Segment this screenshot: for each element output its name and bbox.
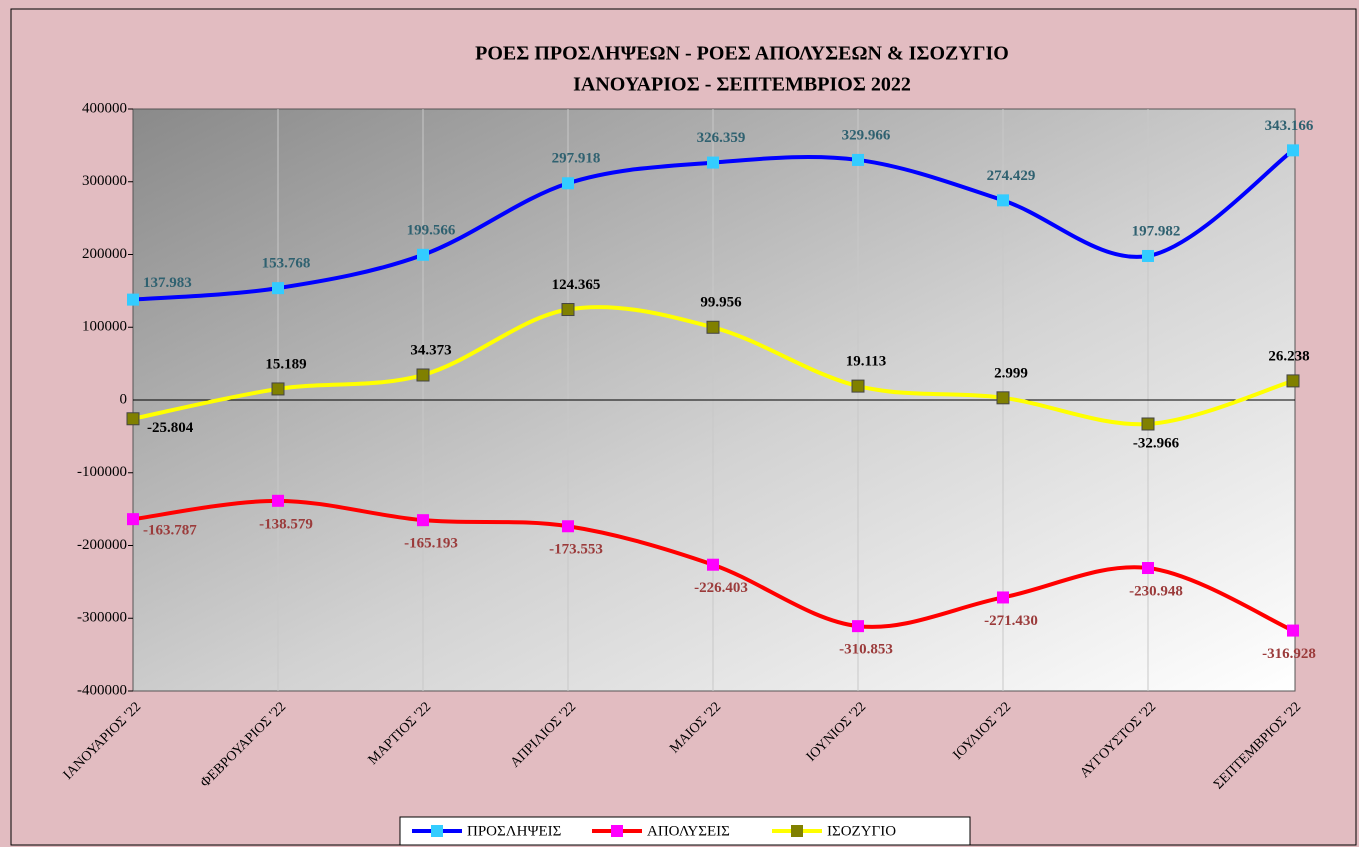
data-label: -138.579 [259, 516, 313, 532]
y-tick-label: -100000 [77, 464, 127, 480]
marker [1141, 417, 1155, 431]
data-label: -226.403 [694, 580, 748, 596]
marker [1287, 624, 1299, 637]
data-label: 124.365 [552, 277, 601, 293]
y-tick-label: 100000 [82, 319, 127, 335]
y-tick-label: -300000 [77, 610, 127, 626]
marker [562, 520, 574, 533]
marker [707, 558, 719, 571]
data-label: 2.999 [994, 365, 1028, 381]
y-tick-label: 300000 [82, 173, 127, 189]
legend-label: ΑΠΟΛΥΣΕΙΣ [647, 823, 730, 839]
legend-label: ΙΣΟΖΥΓΙΟ [827, 823, 896, 839]
marker [997, 194, 1009, 207]
marker [127, 293, 139, 306]
legend-marker [791, 825, 803, 837]
y-tick-label: -400000 [77, 682, 127, 698]
data-label: 19.113 [846, 354, 886, 370]
data-label: -173.553 [549, 542, 603, 558]
legend-label: ΠΡΟΣΛΗΨΕΙΣ [467, 823, 561, 839]
marker [851, 379, 865, 393]
legend-marker [431, 825, 443, 837]
marker [417, 514, 429, 527]
data-label: 326.359 [697, 130, 746, 146]
marker [272, 494, 284, 507]
legend-marker [611, 825, 623, 837]
data-label: 153.768 [262, 256, 311, 272]
data-label: -165.193 [404, 536, 458, 552]
marker [561, 303, 575, 317]
data-label: -230.948 [1129, 583, 1183, 599]
marker [562, 177, 574, 190]
data-label: 34.373 [410, 342, 451, 358]
marker [706, 320, 720, 334]
data-label: -163.787 [143, 523, 197, 539]
data-label: -271.430 [984, 613, 1038, 629]
marker [1142, 562, 1154, 575]
marker [997, 591, 1009, 604]
marker [852, 620, 864, 633]
y-tick-label: 200000 [82, 246, 127, 262]
data-label: 297.918 [552, 151, 601, 167]
marker [416, 368, 430, 382]
marker [271, 382, 285, 396]
data-label: -32.966 [1133, 435, 1180, 451]
data-label: 329.966 [842, 127, 891, 143]
data-label: -25.804 [147, 420, 194, 436]
data-label: 274.429 [987, 168, 1036, 184]
data-label: -310.853 [839, 642, 893, 658]
marker [272, 282, 284, 295]
marker [1286, 374, 1300, 388]
y-tick-label: -200000 [77, 537, 127, 553]
marker [852, 153, 864, 166]
data-label: -316.928 [1262, 646, 1316, 662]
data-label: 343.166 [1265, 118, 1314, 134]
marker [707, 156, 719, 169]
marker [1287, 144, 1299, 157]
legend [399, 816, 971, 846]
marker [417, 248, 429, 261]
data-label: 99.956 [700, 295, 742, 311]
data-label: 26.238 [1268, 348, 1309, 364]
marker [996, 391, 1010, 405]
marker [127, 513, 139, 526]
marker [126, 412, 140, 426]
chart-subtitle: ΙΑΝΟΥΑΡΙΟΣ - ΣΕΠΤΕΜΒΡΙΟΣ 2022 [573, 74, 911, 96]
data-label: 137.983 [143, 275, 192, 291]
y-tick-label: 0 [120, 391, 128, 407]
chart-title: ΡΟΕΣ ΠΡΟΣΛΗΨΕΩΝ - ΡΟΕΣ ΑΠΟΛΥΣΕΩΝ & ΙΣΟΖΥ… [475, 43, 1009, 65]
data-label: 199.566 [407, 222, 456, 238]
data-label: 197.982 [1132, 223, 1181, 239]
y-tick-label: 400000 [82, 100, 127, 116]
data-label: 15.189 [265, 356, 306, 372]
marker [1142, 249, 1154, 262]
